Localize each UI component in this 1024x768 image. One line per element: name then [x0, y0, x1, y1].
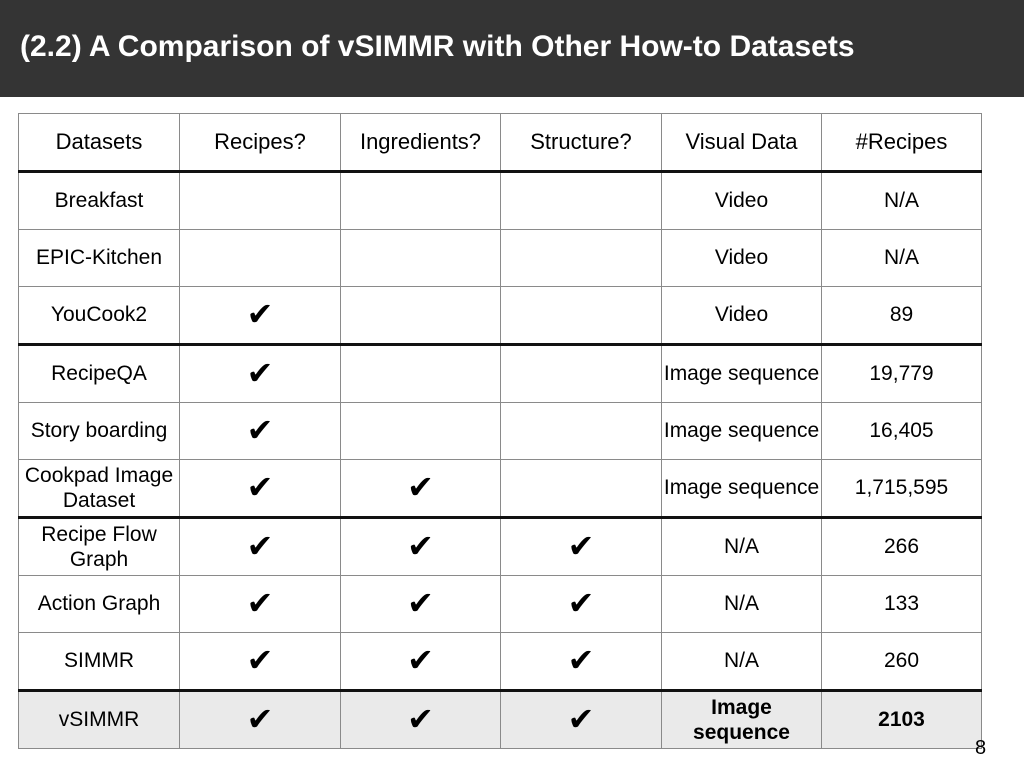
structure-cell: [500, 343, 662, 403]
ingredients-cell: ✔: [340, 632, 501, 691]
recipes-cell: ✔: [179, 286, 341, 345]
ingredients-cell: [340, 286, 501, 345]
recipes-cell: ✔: [179, 343, 341, 403]
ingredients-cell: ✔: [340, 575, 501, 633]
check-icon: ✔: [407, 469, 434, 506]
recipes-cell: ✔: [179, 632, 341, 691]
check-icon: ✔: [407, 585, 434, 622]
header-datasets: Datasets: [18, 113, 180, 172]
structure-cell: [500, 170, 662, 230]
structure-cell: [500, 229, 662, 287]
check-icon: ✔: [246, 528, 274, 565]
recipe-count-cell: N/A: [821, 170, 982, 230]
structure-cell: ✔: [500, 516, 662, 576]
header-ingredients: Ingredients?: [340, 113, 501, 172]
dataset-name: Story boarding: [18, 402, 180, 460]
ingredients-cell: ✔: [340, 459, 501, 518]
check-icon: ✔: [246, 355, 274, 392]
recipe-count-cell: 89: [821, 286, 982, 345]
header-visual-data: Visual Data: [661, 113, 822, 172]
visual-data-cell: Image sequence: [661, 459, 822, 518]
dataset-name: Recipe Flow Graph: [18, 516, 180, 576]
table-row: YouCook2 ✔ Video 89: [18, 286, 982, 345]
table-row: Breakfast Video N/A: [18, 170, 982, 230]
recipe-count-cell: 260: [821, 632, 982, 691]
check-icon: ✔: [407, 528, 434, 565]
recipe-count-cell: 133: [821, 575, 982, 633]
check-icon: ✔: [246, 642, 274, 679]
check-icon: ✔: [246, 469, 274, 506]
structure-cell: ✔: [500, 689, 662, 749]
check-icon: ✔: [246, 412, 274, 449]
dataset-name: YouCook2: [18, 286, 180, 345]
table-row: RecipeQA ✔ Image sequence 19,779: [18, 343, 982, 403]
recipe-count-cell: 19,779: [821, 343, 982, 403]
ingredients-cell: [340, 170, 501, 230]
table-header-row: Datasets Recipes? Ingredients? Structure…: [18, 113, 982, 172]
visual-data-cell: N/A: [661, 575, 822, 633]
dataset-name: EPIC-Kitchen: [18, 229, 180, 287]
header-structure: Structure?: [500, 113, 662, 172]
check-icon: ✔: [567, 642, 595, 679]
table-row: SIMMR ✔ ✔ ✔ N/A 260: [18, 632, 982, 691]
visual-data-cell: N/A: [661, 632, 822, 691]
visual-data-cell: N/A: [661, 516, 822, 576]
recipes-cell: ✔: [179, 459, 341, 518]
check-icon: ✔: [246, 701, 274, 738]
dataset-name: Breakfast: [18, 170, 180, 230]
dataset-name: RecipeQA: [18, 343, 180, 403]
visual-data-cell: Video: [661, 286, 822, 345]
check-icon: ✔: [567, 528, 595, 565]
recipe-count-cell: 16,405: [821, 402, 982, 460]
recipes-cell: ✔: [179, 575, 341, 633]
recipes-cell: ✔: [179, 402, 341, 460]
table-row: Cookpad Image Dataset ✔ ✔ Image sequence…: [18, 459, 982, 518]
structure-cell: [500, 459, 662, 518]
structure-cell: [500, 286, 662, 345]
recipe-count-cell: 2103: [821, 689, 982, 749]
recipe-count-cell: 1,715,595: [821, 459, 982, 518]
table-row-highlighted: vSIMMR ✔ ✔ ✔ Image sequence 2103: [18, 689, 982, 749]
header-num-recipes: #Recipes: [821, 113, 982, 172]
check-icon: ✔: [407, 701, 434, 738]
ingredients-cell: ✔: [340, 516, 501, 576]
structure-cell: ✔: [500, 575, 662, 633]
check-icon: ✔: [407, 642, 434, 679]
visual-data-cell: Video: [661, 170, 822, 230]
structure-cell: ✔: [500, 632, 662, 691]
table-row: Action Graph ✔ ✔ ✔ N/A 133: [18, 575, 982, 633]
recipes-cell: ✔: [179, 689, 341, 749]
slide-title: (2.2) A Comparison of vSIMMR with Other …: [20, 30, 855, 63]
structure-cell: [500, 402, 662, 460]
check-icon: ✔: [567, 701, 595, 738]
dataset-name: Action Graph: [18, 575, 180, 633]
recipe-count-cell: 266: [821, 516, 982, 576]
ingredients-cell: [340, 343, 501, 403]
recipes-cell: [179, 229, 341, 287]
title-bar: (2.2) A Comparison of vSIMMR with Other …: [0, 0, 1024, 97]
ingredients-cell: ✔: [340, 689, 501, 749]
table-row: EPIC-Kitchen Video N/A: [18, 229, 982, 287]
recipe-count-cell: N/A: [821, 229, 982, 287]
recipes-cell: ✔: [179, 516, 341, 576]
dataset-name: vSIMMR: [18, 689, 180, 749]
check-icon: ✔: [246, 585, 274, 622]
visual-data-cell: Video: [661, 229, 822, 287]
visual-data-cell: Image sequence: [661, 343, 822, 403]
check-icon: ✔: [567, 585, 595, 622]
page-number: 8: [975, 737, 987, 759]
check-icon: ✔: [246, 296, 274, 333]
visual-data-cell: Image sequence: [661, 689, 822, 749]
dataset-name: Cookpad Image Dataset: [18, 459, 180, 518]
visual-data-cell: Image sequence: [661, 402, 822, 460]
dataset-name: SIMMR: [18, 632, 180, 691]
table-row: Recipe Flow Graph ✔ ✔ ✔ N/A 266: [18, 516, 982, 576]
table-row: Story boarding ✔ Image sequence 16,405: [18, 402, 982, 460]
recipes-cell: [179, 170, 341, 230]
comparison-table: Datasets Recipes? Ingredients? Structure…: [18, 113, 982, 749]
header-recipes: Recipes?: [179, 113, 341, 172]
ingredients-cell: [340, 402, 501, 460]
ingredients-cell: [340, 229, 501, 287]
